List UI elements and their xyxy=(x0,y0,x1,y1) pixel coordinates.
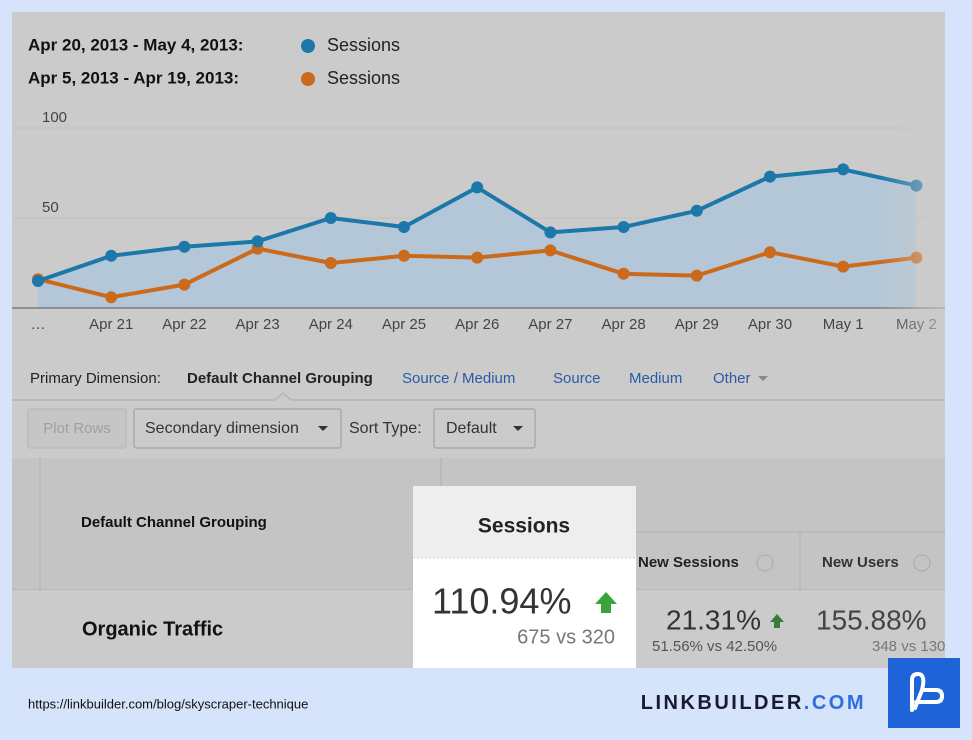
dropdown-arrow xyxy=(758,376,768,381)
cell-value: 110.94% xyxy=(432,581,571,622)
help-icon[interactable] xyxy=(756,554,774,572)
button-label: Plot Rows xyxy=(43,420,111,437)
select-label: Secondary dimension xyxy=(145,420,299,437)
y-tick-label: 100 xyxy=(42,109,67,126)
fade xyxy=(880,100,945,340)
cell-detail: 348 vs 130 xyxy=(872,638,945,655)
table-header: Default Channel Grouping xyxy=(81,514,267,531)
cell-value: 155.88% xyxy=(816,604,927,635)
legend-label: Sessions xyxy=(327,35,400,55)
dimension-option[interactable]: Other xyxy=(713,370,751,387)
cell-detail: 51.56% vs 42.50% xyxy=(652,638,777,655)
dropdown-arrow xyxy=(513,426,523,431)
select-label: Default xyxy=(446,420,497,437)
dropdown-arrow xyxy=(318,426,328,431)
dimension-option[interactable]: Source / Medium xyxy=(402,370,515,387)
brand-main: LINKBUILDER xyxy=(641,692,804,714)
logo-mark xyxy=(910,671,945,712)
cell-detail: 675 vs 320 xyxy=(517,626,615,648)
data-point xyxy=(324,212,337,224)
logo xyxy=(888,658,960,728)
data-point xyxy=(398,221,410,233)
x-tick-label: Apr 29 xyxy=(675,316,719,333)
data-point xyxy=(617,221,630,233)
x-tick-label: … xyxy=(31,316,46,333)
x-tick-label: Apr 26 xyxy=(455,316,499,333)
row-label: Organic Traffic xyxy=(82,618,223,640)
data-point xyxy=(471,251,484,264)
data-point xyxy=(105,291,118,304)
y-tick-label: 50 xyxy=(42,199,59,216)
data-point xyxy=(837,260,850,273)
sort-select[interactable] xyxy=(433,408,536,449)
column-header: Sessions xyxy=(478,515,570,538)
cell-value: 21.31% xyxy=(666,604,761,635)
dimension-label: Primary Dimension: xyxy=(30,370,161,387)
data-point xyxy=(178,278,191,291)
highlight-header xyxy=(413,486,636,558)
data-point xyxy=(544,226,557,239)
data-point xyxy=(32,275,44,287)
data-point xyxy=(105,249,118,262)
help-icon[interactable] xyxy=(913,554,931,572)
data-point xyxy=(178,240,191,253)
column-header: New Sessions xyxy=(638,554,739,571)
dimension-option[interactable]: Source xyxy=(553,370,601,387)
plot-rows-button[interactable] xyxy=(27,408,127,449)
legend-period: Apr 20, 2013 - May 4, 2013: xyxy=(28,35,243,54)
data-point xyxy=(690,269,703,282)
secondary-dimension-select[interactable] xyxy=(133,408,342,449)
data-point xyxy=(764,246,776,259)
legend-swatch xyxy=(301,39,315,53)
data-point xyxy=(544,244,557,257)
x-tick-label: Apr 21 xyxy=(89,316,133,333)
up-arrow xyxy=(770,614,784,628)
legend-label: Sessions xyxy=(327,68,400,88)
screenshot: Apr 20, 2013 - May 4, 2013: Sessions Apr 5… xyxy=(12,12,945,668)
brand: LINKBUILDER.COM xyxy=(641,692,866,714)
up-arrow xyxy=(595,592,617,613)
x-tick-label: Apr 28 xyxy=(601,316,645,333)
sort-label: Sort Type: xyxy=(349,420,422,437)
footer-url: https://linkbuilder.com/blog/skyscraper-… xyxy=(28,696,308,711)
x-tick-label: Apr 23 xyxy=(235,316,279,333)
chart: Apr 20, 2013 - May 4, 2013: Sessions Apr 5… xyxy=(12,35,945,333)
data-point xyxy=(690,204,703,217)
data-point xyxy=(617,267,630,280)
data-point xyxy=(398,249,410,262)
x-tick-label: Apr 22 xyxy=(162,316,206,333)
x-tick-label: Apr 27 xyxy=(528,316,572,333)
x-tick-label: Apr 30 xyxy=(748,316,792,333)
divider xyxy=(12,392,945,401)
dimension-active[interactable]: Default Channel Grouping xyxy=(187,370,373,387)
column-header: New Users xyxy=(822,554,899,571)
dimension-option[interactable]: Medium xyxy=(629,370,682,387)
data-point xyxy=(471,181,484,194)
data-point xyxy=(251,235,264,248)
data-point xyxy=(837,163,850,176)
legend-swatch xyxy=(301,72,315,86)
data-point xyxy=(324,257,337,269)
x-tick-label: Apr 25 xyxy=(382,316,426,333)
x-tick-label: Apr 24 xyxy=(309,316,353,333)
brand-suffix: .COM xyxy=(804,692,866,714)
x-tick-label: May 1 xyxy=(823,316,864,333)
legend-period: Apr 5, 2013 - Apr 19, 2013: xyxy=(28,68,239,87)
data-point xyxy=(764,170,776,183)
